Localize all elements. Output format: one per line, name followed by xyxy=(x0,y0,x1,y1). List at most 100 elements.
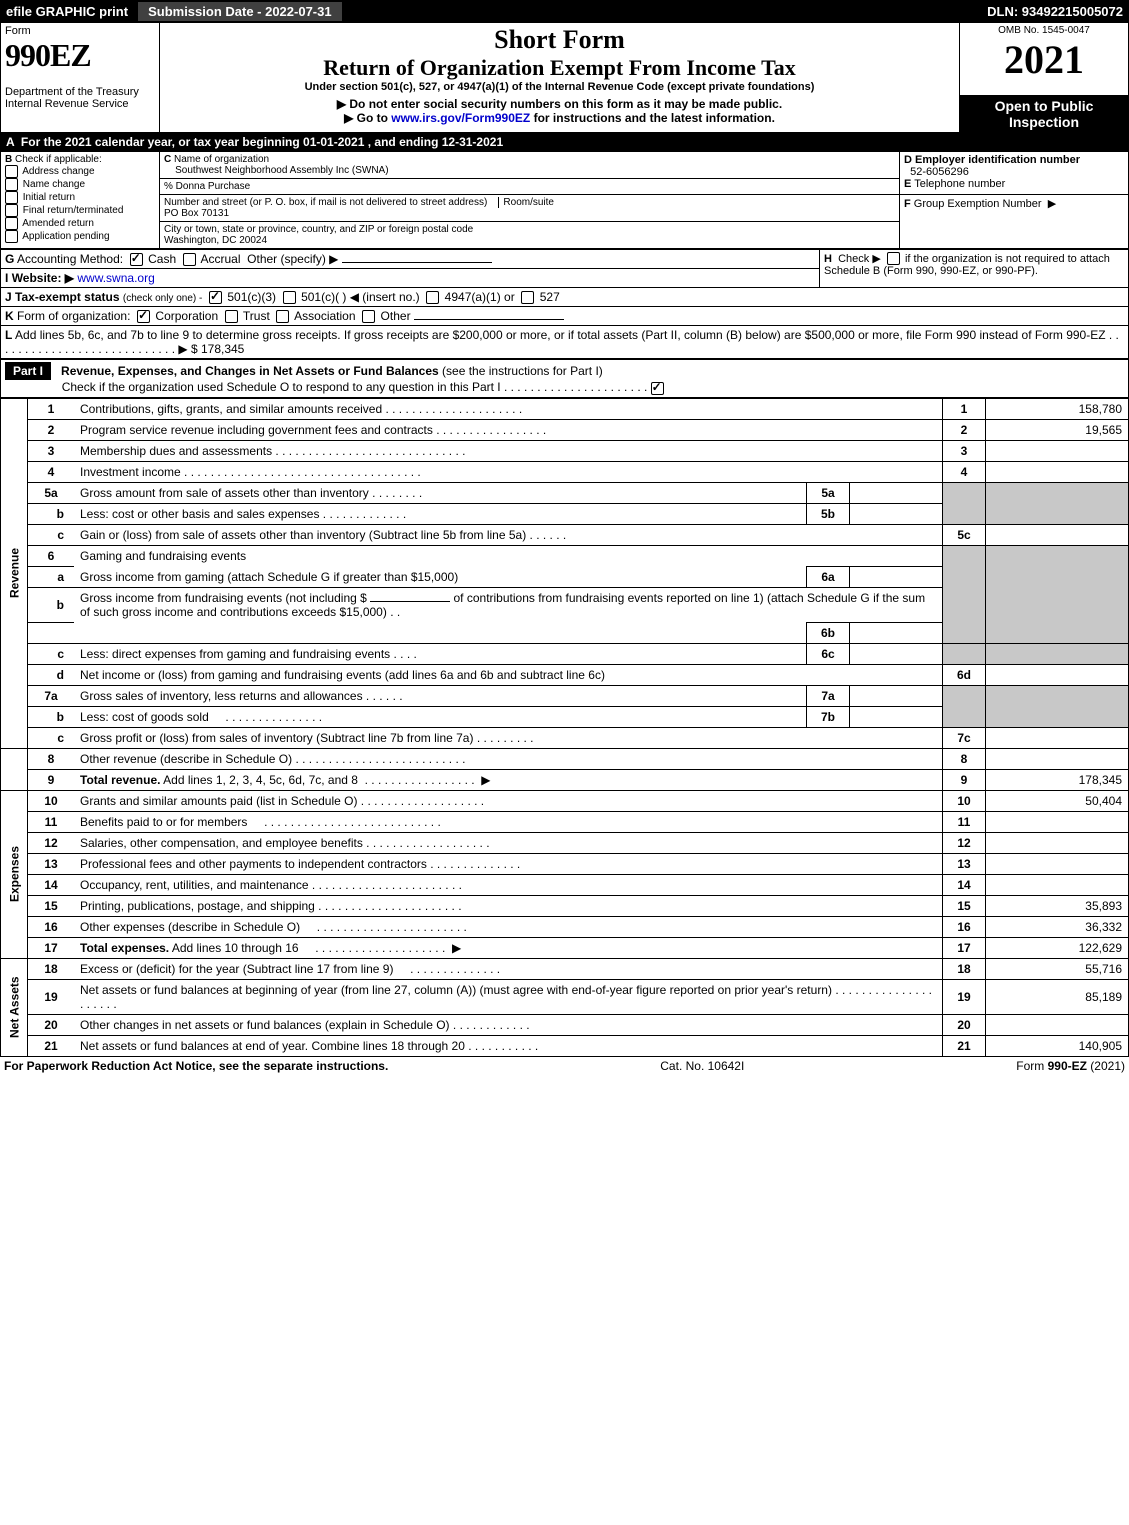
line-1-rnum: 1 xyxy=(943,398,986,419)
line-12-rnum: 12 xyxy=(943,832,986,853)
line-6a-num: a xyxy=(28,566,75,587)
line-6c-shaded xyxy=(943,643,986,664)
line-5b-mval xyxy=(850,503,943,524)
ssn-warning: ▶ Do not enter social security numbers o… xyxy=(164,97,955,111)
line-6a-mnum: 6a xyxy=(807,566,850,587)
other-org-input[interactable] xyxy=(414,319,564,320)
line-3-num: 3 xyxy=(28,440,75,461)
line-7ab-shaded-val xyxy=(986,685,1129,727)
line-4-rval xyxy=(986,461,1129,482)
line-6abc-shaded-val xyxy=(986,545,1129,643)
527-label: 527 xyxy=(540,290,560,304)
corp-checkbox[interactable] xyxy=(137,310,150,323)
schedule-o-part1-checkbox[interactable] xyxy=(651,382,664,395)
irs-link[interactable]: www.irs.gov/Form990EZ xyxy=(391,111,530,125)
group-exemption-title: Group Exemption Number xyxy=(914,198,1042,210)
trust-label: Trust xyxy=(243,309,270,323)
name-change-label: Name change xyxy=(23,179,85,190)
line-6b-amount-input[interactable] xyxy=(370,601,450,602)
line-17-arrow: ▶ xyxy=(452,941,461,955)
section-a-text: For the 2021 calendar year, or tax year … xyxy=(21,135,503,149)
527-checkbox[interactable] xyxy=(521,291,534,304)
application-pending-checkbox[interactable] xyxy=(5,230,18,243)
amended-return-label: Amended return xyxy=(22,218,94,229)
line-13-rnum: 13 xyxy=(943,853,986,874)
final-return-checkbox[interactable] xyxy=(5,204,18,217)
line-15-desc: Printing, publications, postage, and shi… xyxy=(80,899,315,913)
line-12-num: 12 xyxy=(28,832,75,853)
line-7ab-shaded xyxy=(943,685,986,727)
line-7b-mval xyxy=(850,706,943,727)
line-6d-num: d xyxy=(28,664,75,685)
line-2-desc: Program service revenue including govern… xyxy=(80,423,433,437)
line-2-rnum: 2 xyxy=(943,419,986,440)
line-7c-desc: Gross profit or (loss) from sales of inv… xyxy=(80,731,473,745)
4947-checkbox[interactable] xyxy=(426,291,439,304)
corp-label: Corporation xyxy=(155,309,218,323)
501c-checkbox[interactable] xyxy=(283,291,296,304)
part1-header-table: Part I Revenue, Expenses, and Changes in… xyxy=(0,359,1129,397)
line-6d-rnum: 6d xyxy=(943,664,986,685)
line-8-desc: Other revenue (describe in Schedule O) xyxy=(80,752,292,766)
section-l-text: Add lines 5b, 6c, and 7b to line 9 to de… xyxy=(15,328,1106,342)
initial-return-label: Initial return xyxy=(23,192,75,203)
assoc-checkbox[interactable] xyxy=(276,310,289,323)
line-9-rnum: 9 xyxy=(943,769,986,790)
line-6-desc: Gaming and fundraising events xyxy=(80,549,246,563)
line-5a-mval xyxy=(850,482,943,503)
line-6c-desc: Less: direct expenses from gaming and fu… xyxy=(80,647,390,661)
form-number: 990EZ xyxy=(5,37,91,73)
dept-label: Department of the Treasury xyxy=(5,86,139,98)
line-14-num: 14 xyxy=(28,874,75,895)
line-6c-shaded-val xyxy=(986,643,1129,664)
gross-receipts-value: 178,345 xyxy=(201,342,244,356)
top-bar: efile GRAPHIC print Submission Date - 20… xyxy=(0,0,1129,22)
footer-right: Form 990-EZ (2021) xyxy=(1016,1059,1125,1073)
accounting-method-title: Accounting Method: xyxy=(17,252,123,266)
cash-label: Cash xyxy=(148,252,176,266)
omb-label: OMB No. 1545-0047 xyxy=(964,25,1124,36)
501c3-label: 501(c)(3) xyxy=(227,290,276,304)
other-specify-input[interactable] xyxy=(342,262,492,263)
trust-checkbox[interactable] xyxy=(225,310,238,323)
efile-label[interactable]: efile GRAPHIC print xyxy=(0,4,134,19)
section-b-label: B xyxy=(5,154,12,165)
amended-return-checkbox[interactable] xyxy=(5,217,18,230)
assoc-label: Association xyxy=(294,309,355,323)
line-20-num: 20 xyxy=(28,1014,75,1035)
line-4-desc: Investment income xyxy=(80,465,181,479)
section-a-header: A For the 2021 calendar year, or tax yea… xyxy=(0,133,1129,151)
line-11-rnum: 11 xyxy=(943,811,986,832)
goto-link[interactable]: ▶ Go to www.irs.gov/Form990EZ for instru… xyxy=(164,111,955,125)
dln-label: DLN: 93492215005072 xyxy=(987,4,1129,19)
initial-return-checkbox[interactable] xyxy=(5,191,18,204)
line-21-desc: Net assets or fund balances at end of ye… xyxy=(80,1039,465,1053)
line-6-num: 6 xyxy=(28,545,75,566)
accrual-checkbox[interactable] xyxy=(183,253,196,266)
name-change-checkbox[interactable] xyxy=(5,178,18,191)
line-1-desc: Contributions, gifts, grants, and simila… xyxy=(80,402,382,416)
submission-date-label: Submission Date - 2022-07-31 xyxy=(138,2,342,21)
line-5a-desc: Gross amount from sale of assets other t… xyxy=(80,486,369,500)
form-year: 2021 xyxy=(964,36,1124,83)
group-exemption-arrow: ▶ xyxy=(1048,198,1056,210)
part1-title: Revenue, Expenses, and Changes in Net As… xyxy=(61,364,439,378)
501c3-checkbox[interactable] xyxy=(209,291,222,304)
line-13-desc: Professional fees and other payments to … xyxy=(80,857,427,871)
line-7b-mnum: 7b xyxy=(807,706,850,727)
revenue-lines-table: Revenue 1 Contributions, gifts, grants, … xyxy=(0,398,1129,1057)
website-link[interactable]: www.swna.org xyxy=(77,271,154,285)
line-19-num: 19 xyxy=(28,979,75,1014)
line-6b-num: b xyxy=(28,587,75,622)
page-footer: For Paperwork Reduction Act Notice, see … xyxy=(0,1057,1129,1075)
other-org-checkbox[interactable] xyxy=(362,310,375,323)
section-a-label: A xyxy=(6,135,14,149)
line-7a-mval xyxy=(850,685,943,706)
address-change-checkbox[interactable] xyxy=(5,165,18,178)
cash-checkbox[interactable] xyxy=(130,253,143,266)
line-5ab-shaded xyxy=(943,482,986,524)
schedule-b-checkbox[interactable] xyxy=(887,252,900,265)
form-label: Form xyxy=(5,25,31,37)
line-9-rval: 178,345 xyxy=(986,769,1129,790)
line-21-rnum: 21 xyxy=(943,1035,986,1056)
